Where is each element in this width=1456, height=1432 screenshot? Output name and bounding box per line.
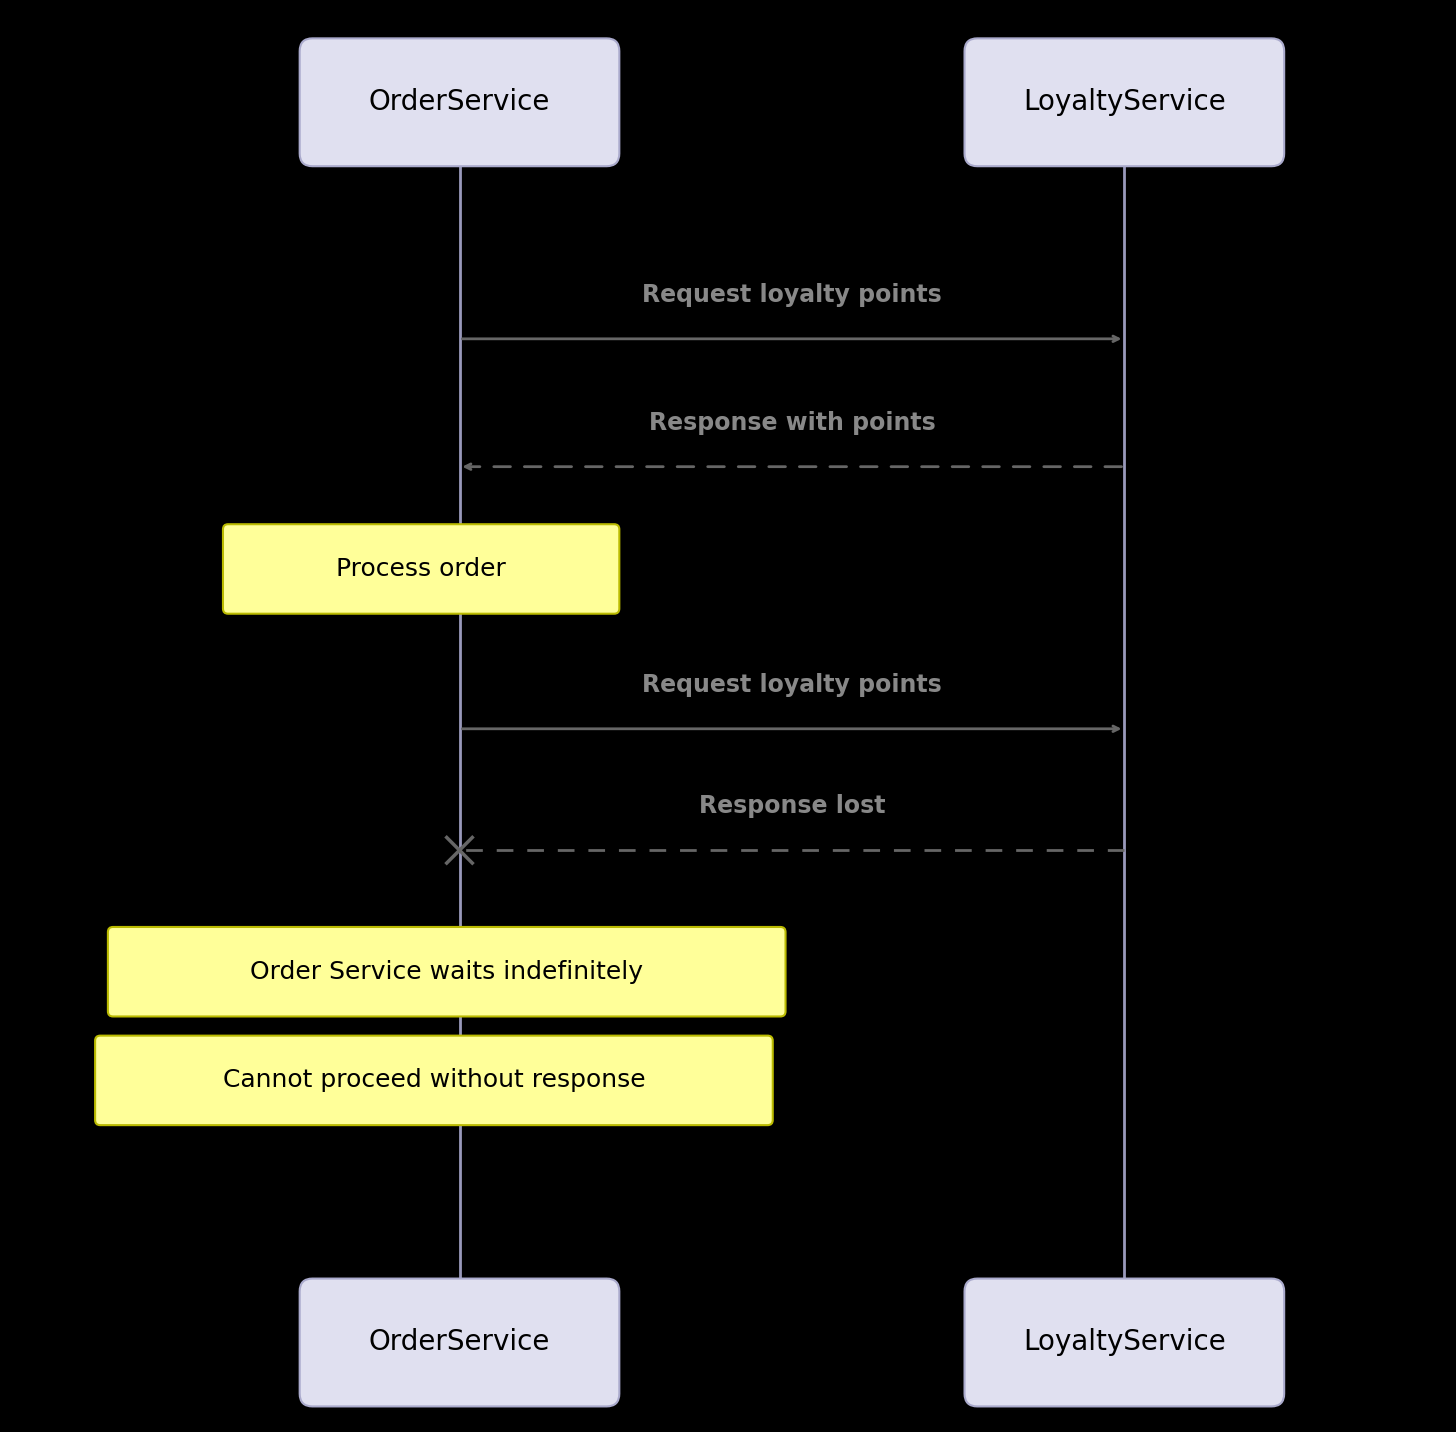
FancyBboxPatch shape	[964, 1279, 1284, 1406]
Text: Response lost: Response lost	[699, 795, 885, 818]
Text: OrderService: OrderService	[368, 1329, 550, 1356]
Text: Request loyalty points: Request loyalty points	[642, 673, 942, 697]
FancyBboxPatch shape	[300, 1279, 619, 1406]
Text: LoyaltyService: LoyaltyService	[1024, 1329, 1226, 1356]
Text: LoyaltyService: LoyaltyService	[1024, 89, 1226, 116]
FancyBboxPatch shape	[223, 524, 619, 614]
Text: Order Service waits indefinitely: Order Service waits indefinitely	[250, 959, 644, 984]
Text: Request loyalty points: Request loyalty points	[642, 284, 942, 306]
Text: Process order: Process order	[336, 557, 507, 581]
Text: OrderService: OrderService	[368, 89, 550, 116]
Text: Response with points: Response with points	[648, 411, 935, 435]
Text: Cannot proceed without response: Cannot proceed without response	[223, 1068, 645, 1093]
FancyBboxPatch shape	[964, 39, 1284, 166]
FancyBboxPatch shape	[95, 1035, 773, 1126]
FancyBboxPatch shape	[300, 39, 619, 166]
FancyBboxPatch shape	[108, 927, 786, 1017]
